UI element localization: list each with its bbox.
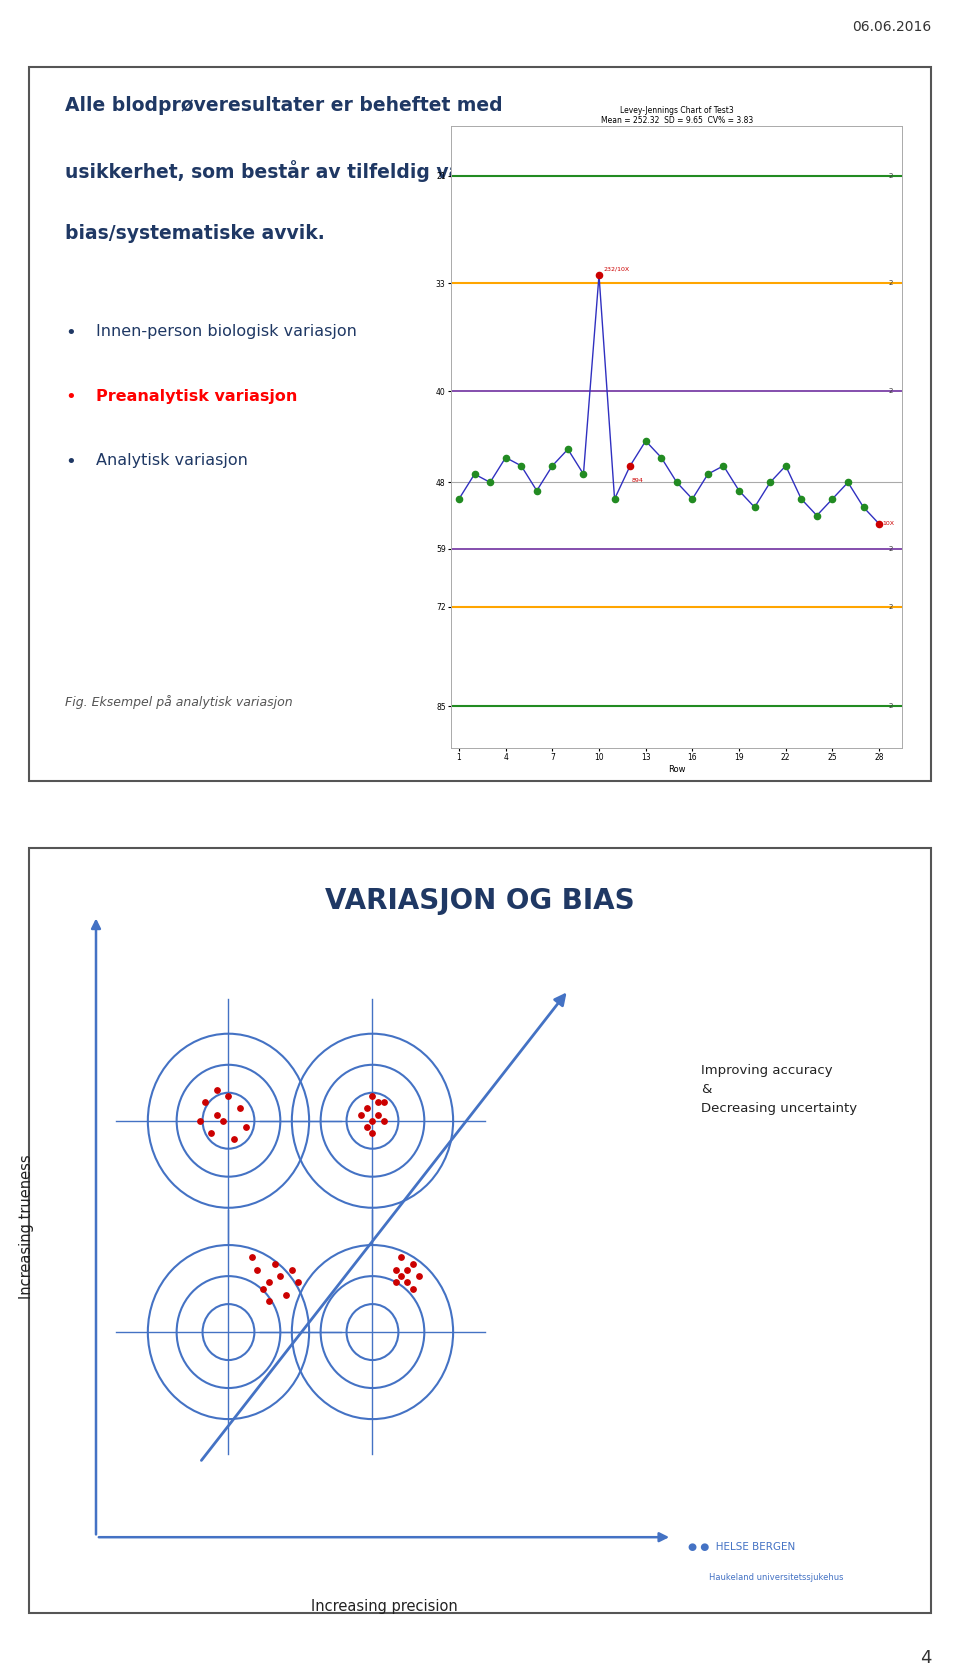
Text: 2: 2 <box>888 704 893 709</box>
Point <box>221 1082 236 1109</box>
Text: 2: 2 <box>888 173 893 178</box>
Point <box>353 1100 369 1127</box>
Text: usikkerhet, som består av tilfeldig variasjon og: usikkerhet, som består av tilfeldig vari… <box>65 160 566 181</box>
Point <box>498 444 514 470</box>
Point <box>576 460 591 487</box>
Point <box>451 486 467 512</box>
Point <box>399 1268 415 1295</box>
Point <box>762 469 778 496</box>
Point <box>388 1257 403 1284</box>
Text: •: • <box>65 452 76 470</box>
Point <box>394 1263 409 1290</box>
Point <box>399 1257 415 1284</box>
Text: 894: 894 <box>632 479 643 484</box>
Point <box>825 486 840 512</box>
Point <box>365 1082 380 1109</box>
Point <box>855 494 871 521</box>
Point <box>669 469 684 496</box>
Point <box>278 1282 294 1309</box>
Point <box>405 1275 420 1302</box>
Text: Analytisk variasjon: Analytisk variasjon <box>96 452 249 467</box>
Text: 10X: 10X <box>882 521 894 526</box>
Text: ● ●  HELSE BERGEN: ● ● HELSE BERGEN <box>687 1542 795 1552</box>
Point <box>371 1089 386 1116</box>
Text: Improving accuracy
&
Decreasing uncertainty: Improving accuracy & Decreasing uncertai… <box>701 1063 857 1116</box>
Point <box>732 477 747 504</box>
Point <box>227 1126 242 1152</box>
Text: •: • <box>65 324 76 343</box>
Point <box>359 1114 374 1141</box>
Point <box>622 452 637 479</box>
Point <box>261 1287 276 1314</box>
Point <box>371 1100 386 1127</box>
Text: Innen-person biologisk variasjon: Innen-person biologisk variasjon <box>96 324 357 339</box>
Text: Increasing precision: Increasing precision <box>311 1599 457 1614</box>
Text: 232/10X: 232/10X <box>604 265 630 270</box>
Text: 2: 2 <box>888 281 893 287</box>
Point <box>716 452 732 479</box>
Text: 4: 4 <box>920 1648 931 1667</box>
Point <box>405 1250 420 1277</box>
Point <box>700 460 715 487</box>
Point <box>778 452 793 479</box>
Text: Haukeland universitetssjukehus: Haukeland universitetssjukehus <box>687 1572 843 1583</box>
Point <box>365 1121 380 1147</box>
Text: 2: 2 <box>888 546 893 551</box>
Text: 06.06.2016: 06.06.2016 <box>852 20 931 34</box>
Point <box>561 435 576 462</box>
Point <box>376 1107 392 1134</box>
Point <box>809 502 825 529</box>
Point <box>638 427 654 454</box>
X-axis label: Row: Row <box>668 764 685 774</box>
Text: Preanalytisk variasjon: Preanalytisk variasjon <box>96 388 298 403</box>
Point <box>591 262 607 289</box>
Point <box>192 1107 207 1134</box>
Point <box>483 469 498 496</box>
Text: Increasing trueness: Increasing trueness <box>19 1154 35 1299</box>
Text: 2: 2 <box>888 603 893 610</box>
Point <box>198 1089 213 1116</box>
Point <box>209 1100 225 1127</box>
Point <box>232 1095 248 1122</box>
Point <box>244 1243 259 1270</box>
Point <box>204 1121 219 1147</box>
Point <box>273 1263 288 1290</box>
Point <box>607 486 622 512</box>
Text: •: • <box>65 388 76 407</box>
Point <box>654 444 669 470</box>
Point <box>250 1257 265 1284</box>
Point <box>872 511 887 538</box>
Text: 2: 2 <box>888 388 893 395</box>
Point <box>467 460 482 487</box>
Point <box>238 1114 253 1141</box>
Point <box>359 1095 374 1122</box>
Point <box>388 1268 403 1295</box>
Point <box>267 1250 282 1277</box>
Text: Fig. Eksempel på analytisk variasjon: Fig. Eksempel på analytisk variasjon <box>65 696 293 709</box>
Text: VARIASJON OG BIAS: VARIASJON OG BIAS <box>325 887 635 914</box>
Point <box>544 452 560 479</box>
Point <box>215 1107 230 1134</box>
Point <box>514 452 529 479</box>
Point <box>794 486 809 512</box>
Point <box>747 494 762 521</box>
Point <box>529 477 544 504</box>
Point <box>284 1257 300 1284</box>
Point <box>255 1275 271 1302</box>
Point <box>684 486 700 512</box>
Point <box>290 1268 305 1295</box>
Point <box>209 1077 225 1104</box>
Point <box>840 469 855 496</box>
Point <box>365 1107 380 1134</box>
Point <box>394 1243 409 1270</box>
Point <box>411 1263 426 1290</box>
Text: bias/systematiske avvik.: bias/systematiske avvik. <box>65 223 324 244</box>
Title: Levey-Jennings Chart of Test3
Mean = 252.32  SD = 9.65  CV% = 3.83: Levey-Jennings Chart of Test3 Mean = 252… <box>601 106 753 126</box>
Point <box>376 1089 392 1116</box>
Point <box>261 1268 276 1295</box>
Text: Alle blodprøveresultater er beheftet med: Alle blodprøveresultater er beheftet med <box>65 96 502 114</box>
